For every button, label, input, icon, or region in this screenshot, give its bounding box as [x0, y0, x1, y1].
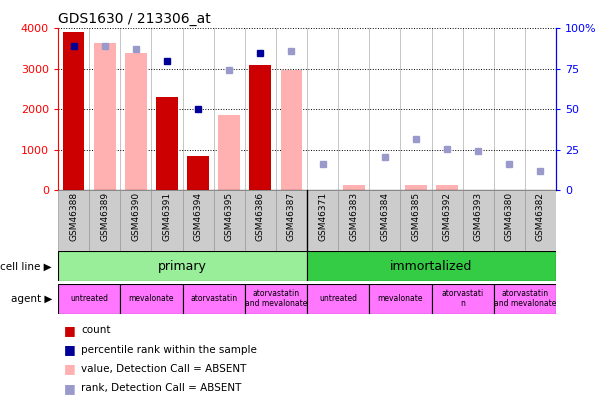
- Text: GSM46371: GSM46371: [318, 192, 327, 241]
- Text: GSM46387: GSM46387: [287, 192, 296, 241]
- Bar: [125, 53, 147, 190]
- FancyBboxPatch shape: [120, 284, 183, 314]
- Text: atorvastati
n: atorvastati n: [442, 289, 484, 308]
- Text: rank, Detection Call = ABSENT: rank, Detection Call = ABSENT: [81, 384, 241, 393]
- Bar: [94, 43, 115, 190]
- Text: GSM46385: GSM46385: [411, 192, 420, 241]
- FancyBboxPatch shape: [494, 190, 525, 251]
- Text: GDS1630 / 213306_at: GDS1630 / 213306_at: [58, 12, 211, 26]
- FancyBboxPatch shape: [152, 190, 183, 251]
- FancyBboxPatch shape: [245, 284, 307, 314]
- FancyBboxPatch shape: [245, 190, 276, 251]
- FancyBboxPatch shape: [58, 284, 120, 314]
- Text: untreated: untreated: [70, 294, 108, 303]
- Text: GSM46388: GSM46388: [69, 192, 78, 241]
- FancyBboxPatch shape: [525, 190, 556, 251]
- FancyBboxPatch shape: [494, 284, 556, 314]
- Bar: [218, 115, 240, 190]
- FancyBboxPatch shape: [369, 284, 431, 314]
- FancyBboxPatch shape: [400, 190, 431, 251]
- FancyBboxPatch shape: [120, 190, 152, 251]
- FancyBboxPatch shape: [183, 190, 214, 251]
- Text: GSM46390: GSM46390: [131, 192, 141, 241]
- Bar: [156, 97, 178, 190]
- Bar: [436, 185, 458, 190]
- Text: agent ▶: agent ▶: [10, 294, 52, 304]
- Text: ■: ■: [64, 343, 76, 356]
- Bar: [63, 32, 84, 190]
- Text: ■: ■: [64, 382, 76, 395]
- Text: percentile rank within the sample: percentile rank within the sample: [81, 345, 257, 354]
- Bar: [249, 65, 271, 190]
- Text: primary: primary: [158, 260, 207, 273]
- FancyBboxPatch shape: [463, 190, 494, 251]
- FancyBboxPatch shape: [89, 190, 120, 251]
- Text: GSM46383: GSM46383: [349, 192, 358, 241]
- Text: GSM46392: GSM46392: [442, 192, 452, 241]
- Text: GSM46380: GSM46380: [505, 192, 514, 241]
- Text: mevalonate: mevalonate: [129, 294, 174, 303]
- FancyBboxPatch shape: [58, 190, 89, 251]
- Text: GSM46389: GSM46389: [100, 192, 109, 241]
- Text: immortalized: immortalized: [390, 260, 473, 273]
- Text: atorvastatin: atorvastatin: [190, 294, 237, 303]
- Text: value, Detection Call = ABSENT: value, Detection Call = ABSENT: [81, 364, 247, 374]
- Text: GSM46394: GSM46394: [194, 192, 203, 241]
- FancyBboxPatch shape: [307, 251, 556, 281]
- Text: GSM46382: GSM46382: [536, 192, 545, 241]
- FancyBboxPatch shape: [431, 190, 463, 251]
- Text: ■: ■: [64, 362, 76, 375]
- Text: GSM46391: GSM46391: [163, 192, 172, 241]
- FancyBboxPatch shape: [276, 190, 307, 251]
- Text: atorvastatin
and mevalonate: atorvastatin and mevalonate: [494, 289, 556, 308]
- Text: count: count: [81, 325, 111, 335]
- Text: GSM46386: GSM46386: [256, 192, 265, 241]
- Text: untreated: untreated: [319, 294, 357, 303]
- Text: GSM46393: GSM46393: [474, 192, 483, 241]
- Text: cell line ▶: cell line ▶: [1, 261, 52, 271]
- FancyBboxPatch shape: [338, 190, 369, 251]
- FancyBboxPatch shape: [58, 251, 307, 281]
- FancyBboxPatch shape: [214, 190, 245, 251]
- Text: ■: ■: [64, 324, 76, 337]
- FancyBboxPatch shape: [307, 190, 338, 251]
- FancyBboxPatch shape: [183, 284, 245, 314]
- FancyBboxPatch shape: [431, 284, 494, 314]
- Text: GSM46384: GSM46384: [380, 192, 389, 241]
- Bar: [343, 185, 365, 190]
- Bar: [187, 156, 209, 190]
- Text: atorvastatin
and mevalonate: atorvastatin and mevalonate: [245, 289, 307, 308]
- FancyBboxPatch shape: [307, 284, 369, 314]
- Text: mevalonate: mevalonate: [378, 294, 423, 303]
- Bar: [405, 185, 427, 190]
- FancyBboxPatch shape: [369, 190, 400, 251]
- Bar: [280, 70, 302, 190]
- Text: GSM46395: GSM46395: [225, 192, 234, 241]
